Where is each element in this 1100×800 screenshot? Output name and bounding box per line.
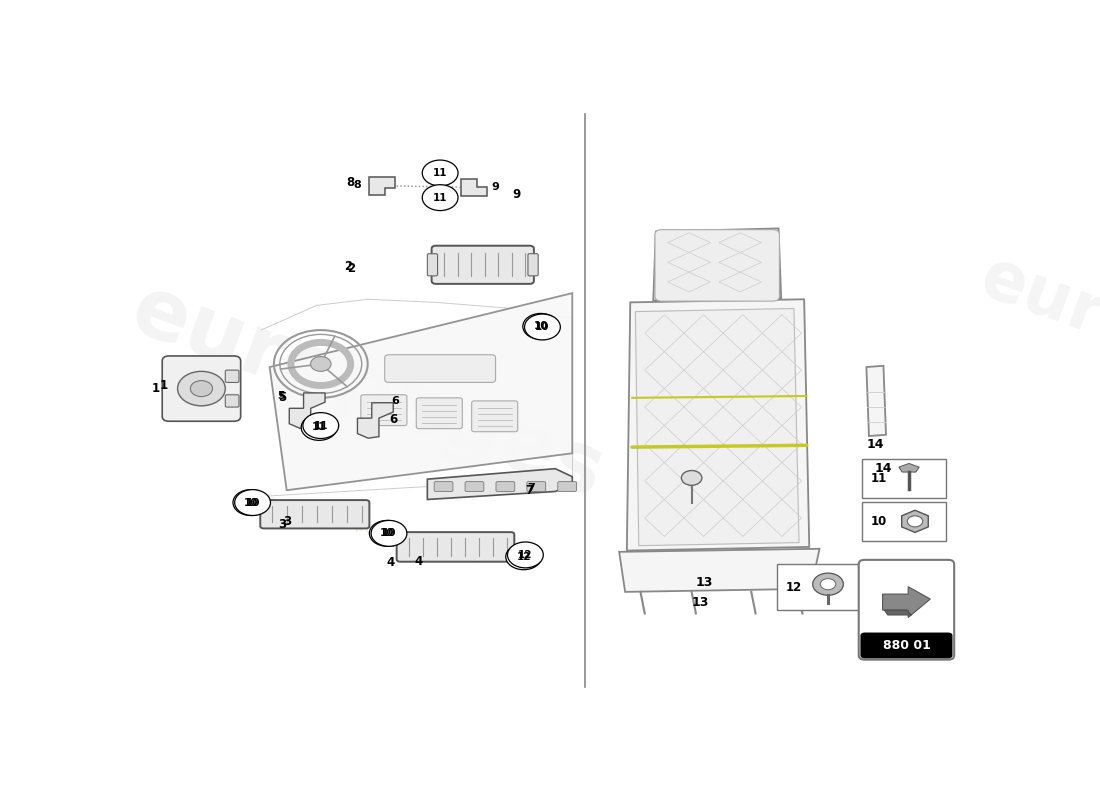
- Text: 11: 11: [433, 168, 448, 178]
- Polygon shape: [636, 309, 799, 546]
- FancyBboxPatch shape: [427, 254, 438, 276]
- FancyBboxPatch shape: [431, 246, 534, 284]
- Text: 12: 12: [785, 581, 802, 594]
- Circle shape: [301, 414, 337, 440]
- FancyBboxPatch shape: [496, 482, 515, 491]
- Circle shape: [370, 521, 405, 546]
- Circle shape: [821, 578, 836, 590]
- Text: 8: 8: [353, 180, 361, 190]
- Text: 9: 9: [492, 182, 499, 192]
- Circle shape: [371, 521, 407, 546]
- Text: 4: 4: [387, 557, 395, 570]
- Polygon shape: [884, 610, 912, 615]
- Text: europages: europages: [971, 243, 1100, 442]
- Text: 13: 13: [695, 576, 713, 589]
- Text: 10: 10: [871, 515, 887, 528]
- Text: a passion for parts since 1985: a passion for parts since 1985: [254, 490, 482, 564]
- Text: 1: 1: [160, 379, 167, 392]
- FancyBboxPatch shape: [416, 398, 462, 429]
- FancyBboxPatch shape: [862, 502, 946, 541]
- Circle shape: [302, 413, 339, 438]
- FancyBboxPatch shape: [777, 564, 860, 610]
- Text: 1: 1: [152, 382, 160, 395]
- Polygon shape: [462, 178, 487, 196]
- Circle shape: [522, 314, 559, 339]
- FancyBboxPatch shape: [465, 482, 484, 491]
- Circle shape: [234, 490, 271, 515]
- Circle shape: [908, 516, 923, 527]
- Polygon shape: [270, 293, 572, 490]
- FancyBboxPatch shape: [226, 370, 239, 382]
- Circle shape: [310, 357, 331, 371]
- FancyBboxPatch shape: [162, 356, 241, 422]
- Text: 13: 13: [692, 596, 708, 609]
- Text: 14: 14: [866, 438, 883, 450]
- Text: 10: 10: [245, 498, 260, 507]
- FancyBboxPatch shape: [261, 500, 370, 529]
- Text: 7: 7: [528, 482, 536, 493]
- Text: 4: 4: [415, 554, 424, 567]
- Polygon shape: [358, 402, 394, 438]
- Circle shape: [681, 470, 702, 486]
- Text: 11: 11: [871, 472, 887, 485]
- FancyBboxPatch shape: [862, 459, 946, 498]
- Polygon shape: [627, 299, 810, 550]
- Polygon shape: [653, 229, 781, 301]
- Polygon shape: [867, 366, 886, 436]
- Text: 10: 10: [382, 528, 396, 538]
- FancyBboxPatch shape: [527, 482, 546, 491]
- Circle shape: [507, 542, 543, 568]
- Text: 10: 10: [534, 322, 548, 331]
- Text: 10: 10: [379, 528, 395, 538]
- FancyBboxPatch shape: [860, 633, 953, 658]
- Text: 11: 11: [433, 193, 448, 202]
- Text: 11: 11: [311, 422, 327, 433]
- Text: 10: 10: [243, 498, 258, 507]
- FancyBboxPatch shape: [859, 560, 954, 660]
- Text: 10: 10: [536, 322, 550, 332]
- Text: 6: 6: [390, 396, 399, 406]
- FancyBboxPatch shape: [385, 354, 495, 382]
- FancyBboxPatch shape: [472, 401, 518, 432]
- FancyBboxPatch shape: [654, 230, 780, 301]
- Text: 5: 5: [278, 391, 287, 404]
- Text: 8: 8: [346, 176, 355, 189]
- Text: 880 01: 880 01: [882, 639, 931, 652]
- Circle shape: [525, 314, 560, 340]
- FancyBboxPatch shape: [434, 482, 453, 491]
- Circle shape: [233, 490, 268, 515]
- Text: 3: 3: [283, 514, 290, 527]
- Text: 6: 6: [389, 413, 397, 426]
- Circle shape: [422, 160, 458, 186]
- FancyBboxPatch shape: [226, 394, 239, 407]
- Text: europages: europages: [121, 269, 615, 514]
- Circle shape: [813, 573, 844, 595]
- Polygon shape: [882, 586, 931, 618]
- Text: 2: 2: [344, 259, 352, 273]
- FancyBboxPatch shape: [397, 532, 515, 562]
- Circle shape: [422, 185, 458, 210]
- Polygon shape: [289, 393, 326, 428]
- Text: 2: 2: [346, 262, 355, 275]
- Polygon shape: [899, 463, 920, 472]
- Text: 12: 12: [516, 552, 531, 562]
- Circle shape: [177, 371, 225, 406]
- FancyBboxPatch shape: [528, 254, 538, 276]
- Circle shape: [506, 544, 541, 570]
- Text: 3: 3: [277, 518, 286, 530]
- Circle shape: [190, 381, 212, 397]
- Text: 7: 7: [526, 484, 534, 497]
- Text: 5: 5: [277, 391, 285, 401]
- FancyBboxPatch shape: [558, 482, 576, 491]
- Text: 14: 14: [874, 462, 892, 475]
- FancyBboxPatch shape: [361, 394, 407, 426]
- Text: 11: 11: [314, 421, 328, 430]
- Text: 9: 9: [513, 188, 521, 201]
- Text: 12: 12: [518, 550, 532, 560]
- Polygon shape: [370, 178, 395, 194]
- Polygon shape: [902, 510, 928, 533]
- Polygon shape: [427, 469, 572, 499]
- Polygon shape: [619, 549, 820, 592]
